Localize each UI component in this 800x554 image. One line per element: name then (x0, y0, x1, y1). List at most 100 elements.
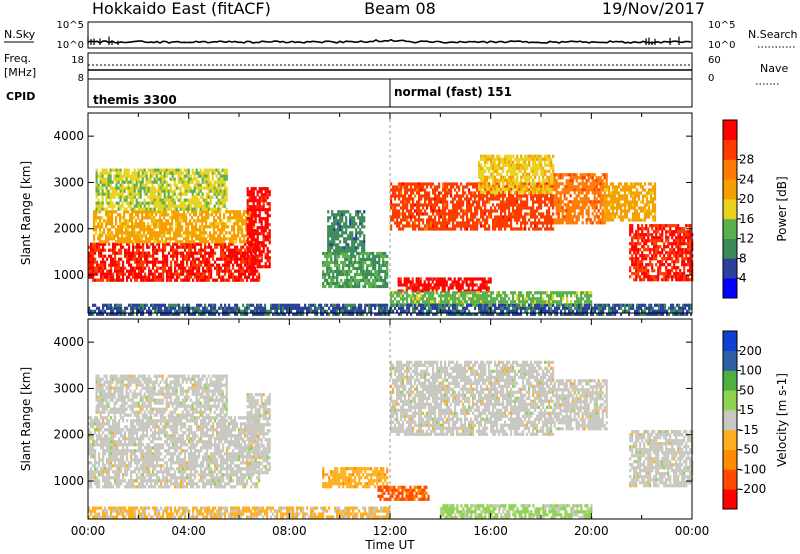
heatmap-cell (661, 272, 664, 276)
heatmap-cell (99, 222, 102, 226)
heatmap-cell (147, 225, 150, 229)
heatmap-cell (133, 222, 136, 226)
heatmap-cell (268, 241, 271, 245)
heatmap-cell (175, 186, 178, 190)
heatmap-cell (223, 204, 226, 208)
heatmap-cell (635, 263, 638, 267)
heatmap-cell (544, 172, 547, 176)
heatmap-cell (223, 171, 226, 175)
heatmap-cell (326, 278, 329, 283)
heatmap-cell (466, 227, 469, 231)
heatmap-cell (193, 171, 196, 175)
heatmap-cell (631, 257, 634, 261)
heatmap-cell (510, 197, 513, 201)
heatmap-cell (150, 242, 153, 246)
heatmap-cell (174, 242, 177, 246)
heatmap-cell (647, 254, 650, 258)
heatmap-cell (647, 236, 650, 240)
heatmap-cell (677, 242, 680, 246)
heatmap-cell (166, 272, 169, 276)
heatmap-cell (464, 185, 467, 189)
heatmap-cell (223, 234, 226, 238)
heatmap-cell (418, 185, 421, 189)
heatmap-cell (394, 191, 397, 195)
heatmap-cell (591, 185, 594, 189)
heatmap-cell (167, 198, 170, 202)
heatmap-cell (199, 213, 202, 217)
heatmap-cell (192, 254, 195, 258)
heatmap-cell (151, 228, 154, 232)
heatmap-cell (107, 171, 110, 175)
heatmap-cell (510, 154, 513, 158)
heatmap-cell (209, 198, 212, 202)
heatmap-cell (135, 213, 138, 217)
heatmap-cell (205, 207, 208, 211)
heatmap-cell (546, 197, 549, 201)
heatmap-cell (232, 257, 235, 261)
heatmap-cell (593, 179, 596, 183)
heatmap-cell (490, 154, 493, 158)
heatmap-cell (504, 206, 507, 210)
heatmap-cell (345, 249, 348, 253)
heatmap-cell (226, 269, 229, 273)
heatmap-cell (520, 203, 523, 207)
heatmap-cell (140, 257, 143, 261)
heatmap-cell (136, 257, 139, 261)
heatmap-cell (260, 220, 263, 224)
heatmap-cell (412, 212, 415, 216)
heatmap-cell (157, 234, 160, 238)
heatmap-cell (246, 223, 249, 227)
heatmap-cell (333, 228, 336, 232)
heatmap-cell (488, 157, 491, 161)
heatmap-cell (360, 263, 363, 268)
heatmap-cell (643, 266, 646, 270)
heatmap-cell (193, 219, 196, 223)
heatmap-cell (675, 275, 678, 279)
heatmap-cell (597, 191, 600, 195)
heatmap-cell (187, 189, 190, 193)
heatmap-cell (188, 251, 191, 255)
heatmap-cell (107, 189, 110, 193)
heatmap-cell (193, 189, 196, 193)
heatmap-cell (422, 194, 425, 198)
heatmap-cell (227, 231, 230, 235)
heatmap-cell (394, 215, 397, 219)
heatmap-cell (498, 154, 501, 158)
heatmap-cell (196, 257, 199, 261)
heatmap-cell (113, 174, 116, 178)
heatmap-cell (480, 224, 483, 228)
heatmap-cell (647, 269, 650, 273)
heatmap-cell (561, 206, 564, 210)
heatmap-cell (146, 242, 149, 246)
heatmap-cell (188, 245, 191, 249)
heatmap-cell (177, 219, 180, 223)
heatmap-cell (102, 242, 105, 246)
heatmap-cell (484, 175, 487, 179)
heatmap-cell (241, 225, 244, 229)
heatmap-cell (492, 221, 495, 225)
heatmap-cell (266, 187, 269, 191)
heatmap-cell (671, 245, 674, 249)
heatmap-cell (476, 188, 479, 192)
heatmap-cell (199, 210, 202, 214)
heatmap-cell (225, 225, 228, 229)
heatmap-cell (97, 186, 100, 190)
heatmap-cell (496, 194, 499, 198)
heatmap-cell (142, 266, 145, 270)
heatmap-cell (131, 231, 134, 235)
heatmap-cell (420, 182, 423, 186)
heatmap-cell (135, 171, 138, 175)
heatmap-cell (355, 246, 358, 250)
heatmap-cell (235, 216, 238, 220)
heatmap-cell (569, 176, 572, 180)
heatmap-cell (438, 215, 441, 219)
heatmap-cell (342, 263, 345, 268)
heatmap-cell (181, 183, 184, 187)
heatmap-cell (107, 204, 110, 208)
heatmap-cell (221, 225, 224, 229)
heatmap-cell (448, 218, 451, 222)
heatmap-cell (639, 254, 642, 258)
heatmap-cell (118, 242, 121, 246)
heatmap-cell (392, 206, 395, 210)
heatmap-cell (118, 278, 121, 282)
